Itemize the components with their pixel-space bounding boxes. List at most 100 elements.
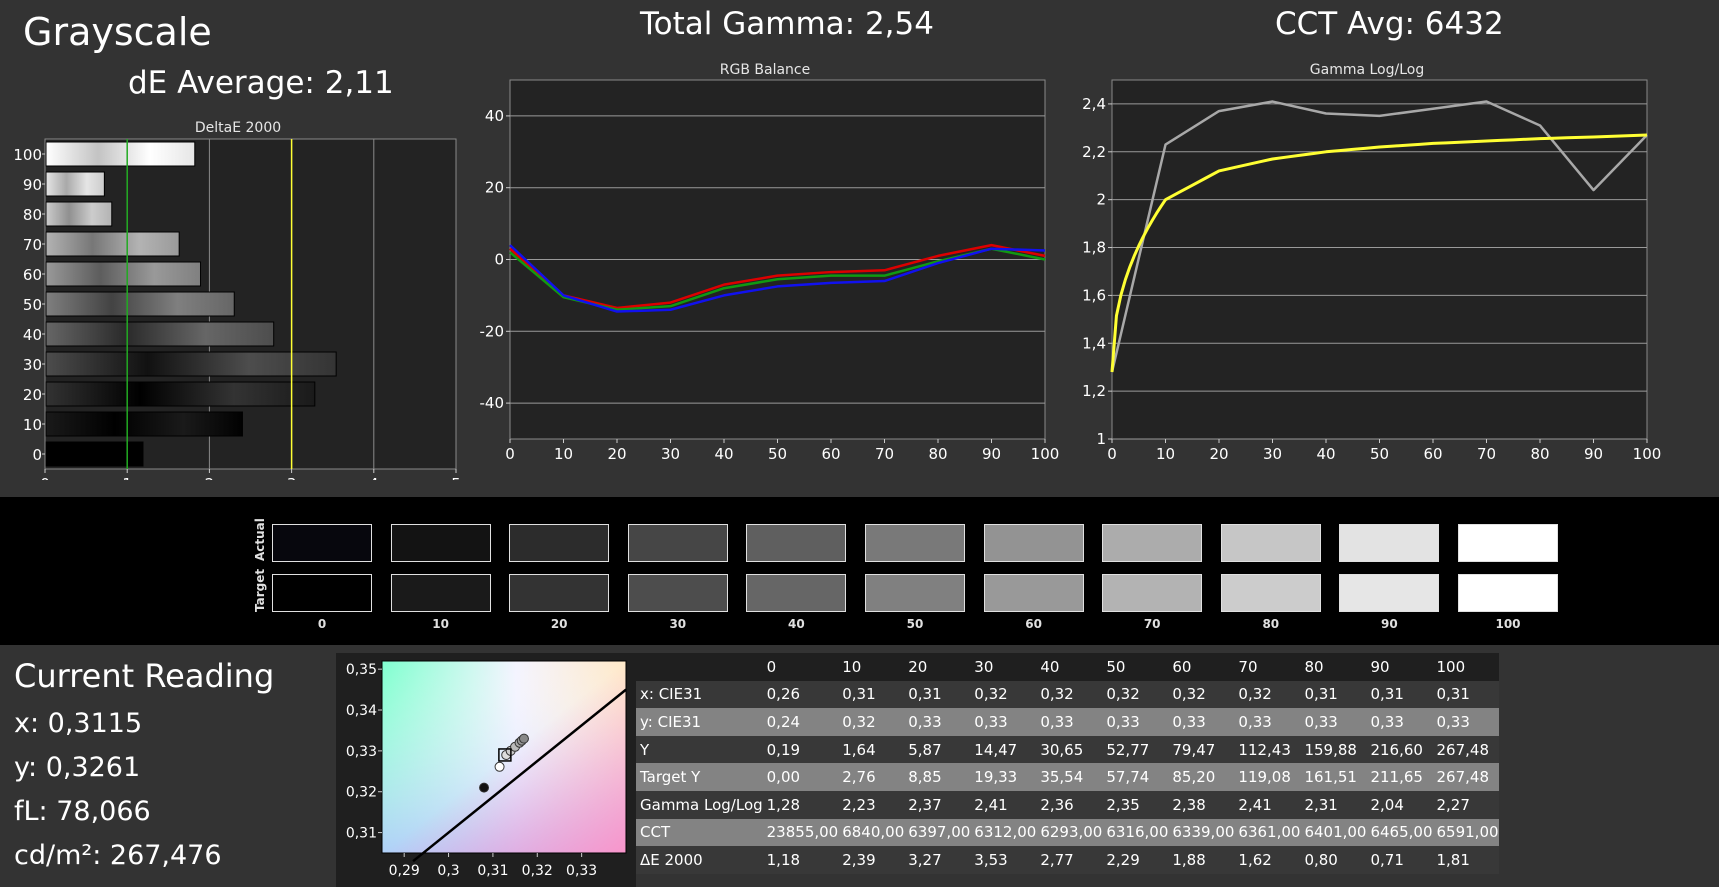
table-cell: 1,88 — [1168, 846, 1235, 874]
total-gamma: Total Gamma: 2,54 — [640, 6, 934, 42]
deltae-y-tick-label: 10 — [23, 416, 42, 434]
deltae-y-tick-label: 70 — [23, 236, 42, 254]
c1-x-tick-label: 20 — [607, 445, 626, 463]
table-cell: 52,77 — [1102, 735, 1169, 764]
table-cell: 1,64 — [838, 735, 905, 764]
cie-point — [518, 733, 529, 744]
deltae-bar — [45, 291, 235, 317]
table-cell: 0,32 — [1036, 680, 1103, 709]
swatch-label: 70 — [1143, 617, 1161, 631]
table-cell: 3,53 — [970, 846, 1037, 874]
deltae-x-tick-label: 2 — [205, 475, 215, 480]
actual-swatch — [272, 524, 372, 562]
c1-x-tick-label: 90 — [982, 445, 1001, 463]
target-swatch — [983, 574, 1084, 612]
c2-y-tick-label: 2 — [1096, 191, 1106, 209]
deltae-y-tick-label: 40 — [23, 326, 42, 344]
swatch-label: 80 — [1262, 617, 1280, 631]
c1-y-tick-label: -40 — [480, 394, 505, 412]
c2-x-tick-label: 40 — [1316, 445, 1335, 463]
deltae-bar — [45, 141, 196, 167]
table-column-header: 30 — [970, 653, 1037, 681]
page-title: Grayscale — [23, 10, 212, 54]
swatch-label: 30 — [669, 617, 687, 631]
actual-swatch — [1458, 524, 1558, 562]
cie-x-tick-label: 0,32 — [522, 863, 553, 879]
table-row: Gamma Log/Log 1,28 2,23 2,37 2,41 2,36 2,35 2,3… — [636, 790, 1499, 819]
table-cell: 14,47 — [970, 735, 1037, 764]
c2-x-tick-label: 20 — [1209, 445, 1228, 463]
table-row: CCT 23855,00 6840,00 6397,00 6312,00 6293,00 6… — [636, 818, 1499, 847]
deltae-x-tick-label: 4 — [369, 475, 379, 480]
table-cell: 2,37 — [904, 790, 971, 819]
measurement-table: 0 10 20 30 40 50 60 70 80 90 100 x: CIE31 0,26 0,31 0,… — [636, 653, 1499, 874]
deltae-bar — [45, 171, 105, 197]
table-cell: 79,47 — [1168, 735, 1235, 764]
c2-y-tick-label: 1,2 — [1082, 382, 1106, 400]
actual-swatch — [746, 524, 847, 562]
table-row: Target Y 0,00 2,76 8,85 19,33 35,54 57,74 85,20… — [636, 763, 1499, 791]
table-cell: 19,33 — [970, 763, 1037, 791]
table-cell: 0,24 — [762, 708, 839, 736]
c1-y-tick-label: 20 — [485, 179, 504, 197]
table-cell: 0,26 — [762, 680, 839, 709]
table-cell: 2,31 — [1300, 790, 1367, 819]
table-cell: 0,31 — [904, 680, 971, 709]
table-row-label: Y — [636, 735, 763, 764]
table-cell: 6312,00 — [970, 818, 1037, 847]
table-cell: 30,65 — [1036, 735, 1103, 764]
table-cell: 0,33 — [1234, 708, 1301, 736]
table-cell: 3,27 — [904, 846, 971, 874]
table-cell: 23855,00 — [762, 818, 839, 847]
target-swatch — [627, 574, 728, 612]
table-cell: 0,71 — [1366, 846, 1433, 874]
deltae-x-tick-label: 5 — [451, 475, 461, 480]
deltae-x-tick-label: 0 — [40, 475, 50, 480]
table-cell: 2,04 — [1366, 790, 1433, 819]
cie-y-tick-label: 0,33 — [346, 744, 377, 760]
table-cell: 57,74 — [1102, 763, 1169, 791]
rgb-balance-title: RGB Balance — [720, 62, 810, 78]
target-row-label: Target — [253, 568, 267, 612]
table-cell: 8,85 — [904, 763, 971, 791]
cie-x-tick-label: 0,29 — [389, 863, 420, 879]
c2-x-tick-label: 50 — [1370, 445, 1389, 463]
table-cell: 0,31 — [1432, 680, 1499, 709]
target-swatch — [272, 574, 372, 612]
target-swatch — [1339, 574, 1440, 612]
swatch-label: 90 — [1381, 617, 1398, 631]
actual-swatch — [390, 524, 491, 562]
table-cell: 6339,00 — [1168, 818, 1235, 847]
table-cell: 0,00 — [762, 763, 839, 791]
table-cell: 2,39 — [838, 846, 905, 874]
deltae-y-tick-label: 30 — [23, 356, 42, 374]
table-cell: 267,48 — [1432, 763, 1499, 791]
table-cell: 6316,00 — [1102, 818, 1169, 847]
deltae-bar — [45, 441, 144, 467]
swatch-label: 40 — [788, 617, 805, 631]
c2-y-tick-label: 1 — [1096, 430, 1106, 448]
deltae-bar — [45, 321, 275, 347]
gamma-title: Gamma Log/Log — [1310, 62, 1424, 78]
deltae-bar — [45, 201, 113, 227]
table-cell: 216,60 — [1366, 735, 1433, 764]
cie-y-tick-label: 0,34 — [346, 703, 377, 719]
deltae-x-tick-label: 3 — [287, 475, 297, 480]
table-cell: 6840,00 — [838, 818, 905, 847]
c2-x-tick-label: 0 — [1107, 445, 1117, 463]
table-cell: 267,48 — [1432, 735, 1499, 764]
table-cell: 2,35 — [1102, 790, 1169, 819]
deltae-y-tick-label: 60 — [23, 266, 42, 284]
actual-swatch — [627, 524, 728, 562]
table-cell: 2,41 — [970, 790, 1037, 819]
swatch-label: 100 — [1495, 617, 1521, 631]
table-cell: 6465,00 — [1366, 818, 1433, 847]
c2-x-tick-label: 90 — [1584, 445, 1603, 463]
table-cell: 0,80 — [1300, 846, 1367, 874]
table-cell: 0,33 — [1036, 708, 1103, 736]
gamma-plot-area — [1111, 79, 1648, 440]
table-cell: 0,19 — [762, 735, 839, 764]
cie-chart: 0,35 0,34 0,33 0,32 0,31 0,29 0,3 0,31 0,32 0,33 — [346, 660, 627, 879]
c1-x-tick-label: 0 — [505, 445, 515, 463]
table-cell: 211,65 — [1366, 763, 1433, 791]
